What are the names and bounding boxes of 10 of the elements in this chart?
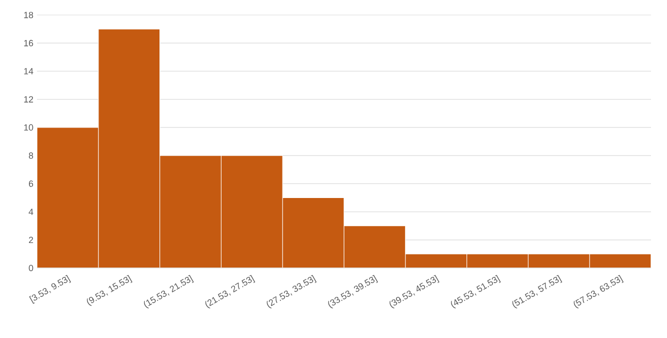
y-tick-label: 14 (24, 68, 34, 74)
y-tick-label: 8 (28, 152, 34, 159)
y-tick-label: 2 (28, 236, 34, 244)
y-tick-label: 4 (28, 208, 34, 215)
y-tick-label: 18 (24, 12, 34, 18)
y-tick-label: 6 (28, 180, 34, 187)
y-tick-label: 10 (24, 124, 34, 131)
y-tick-label: 16 (24, 40, 34, 46)
y-tick-label: 0 (28, 264, 34, 272)
y-tick-label: 12 (24, 96, 34, 102)
